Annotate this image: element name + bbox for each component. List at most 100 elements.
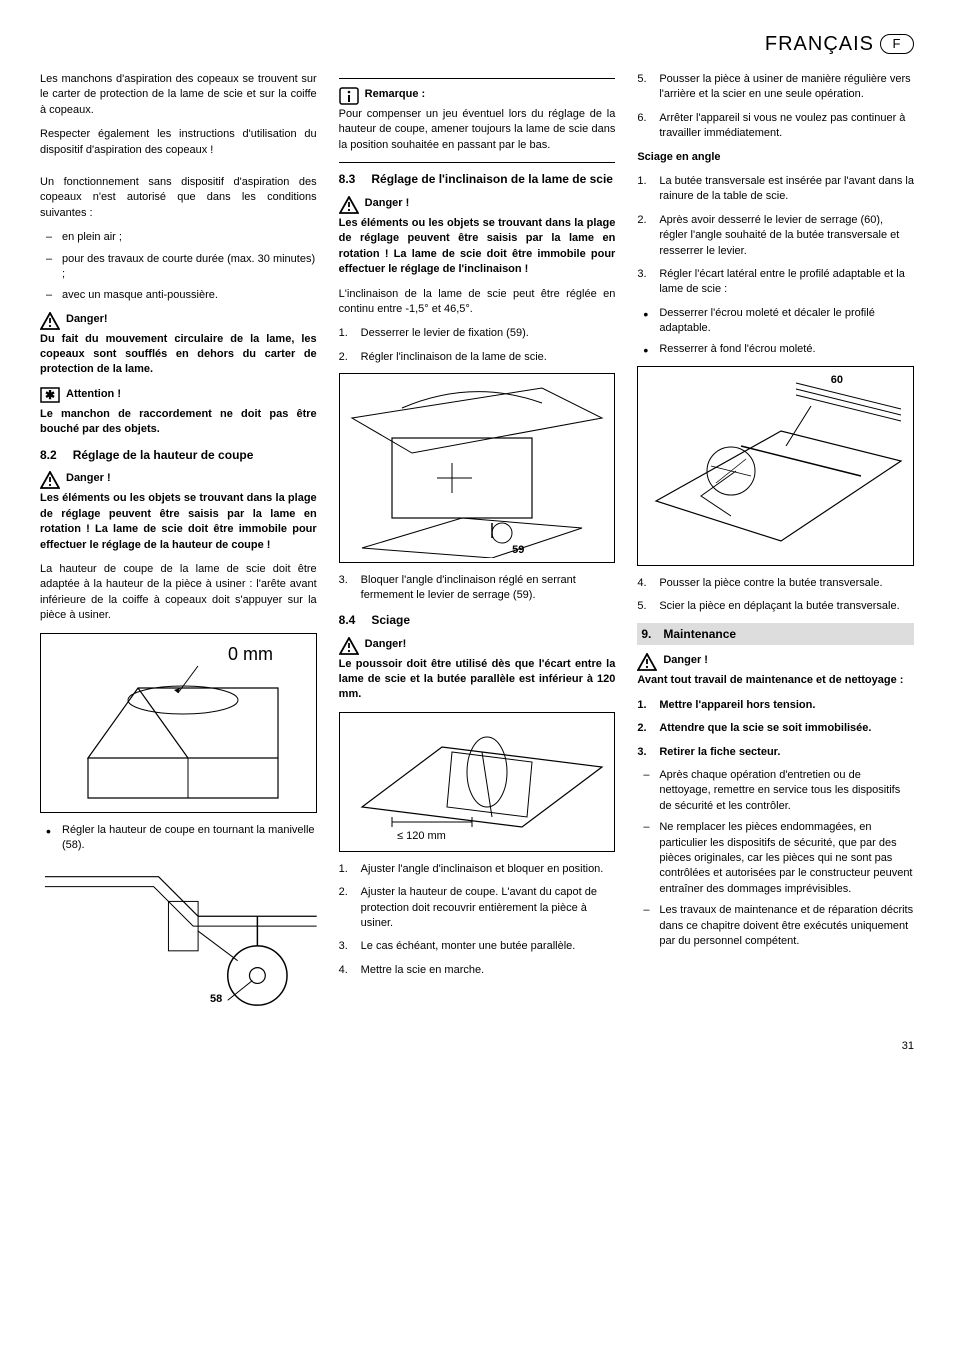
action-list: Régler la hauteur de coupe en tournant l… <box>40 823 317 854</box>
sub-list: Desserrer l'écrou moleté et décaler le p… <box>637 306 914 358</box>
step-list: Pousser la pièce à usiner de manière rég… <box>637 72 914 142</box>
attention-title: Attention ! <box>66 387 317 402</box>
remark-callout: Remarque : <box>339 87 616 105</box>
svg-text:✱: ✱ <box>45 388 55 402</box>
figure-label: 59 <box>512 543 524 558</box>
attention-icon: ✱ <box>40 387 60 405</box>
danger-callout: Danger ! <box>339 196 616 214</box>
list-item: en plein air ; <box>40 230 317 245</box>
figure-text: 0 mm <box>228 644 273 664</box>
warning-triangle-icon <box>40 471 60 489</box>
danger-title: Danger! <box>365 637 616 652</box>
list-item: Régler la hauteur de coupe en tournant l… <box>40 823 317 854</box>
section-number: 9. <box>641 626 651 643</box>
figure-0mm: 0 mm <box>40 633 317 813</box>
attention-callout: ✱ Attention ! <box>40 387 317 405</box>
list-item: Resserrer à fond l'écrou moleté. <box>637 342 914 357</box>
list-item: Attendre que la scie se soit immobilisée… <box>637 721 914 736</box>
paragraph: Un fonctionnement sans dispositif d'aspi… <box>40 175 317 221</box>
list-item: Ajuster la hauteur de coupe. L'avant du … <box>339 885 616 931</box>
figure-120mm: ≤ 120 mm <box>339 712 616 852</box>
warning-triangle-icon <box>637 653 657 671</box>
list-item: Pousser la pièce à usiner de manière rég… <box>637 72 914 103</box>
section-8-3: 8.3 Réglage de l'inclinaison de la lame … <box>339 171 616 188</box>
step-list: Ajuster l'angle d'inclinaison et bloquer… <box>339 862 616 978</box>
condition-list: en plein air ; pour des travaux de court… <box>40 230 317 304</box>
list-item: Après chaque opération d'entretien ou de… <box>637 768 914 814</box>
danger-body: Les éléments ou les objets se trouvant d… <box>40 491 317 553</box>
warning-triangle-icon <box>40 312 60 330</box>
column-1: Les manchons d'aspiration des copeaux se… <box>40 72 317 1021</box>
list-item: La butée transversale est insérée par l'… <box>637 174 914 205</box>
page-header: FRANÇAIS F <box>40 30 914 58</box>
list-item: Arrêter l'appareil si vous ne voulez pas… <box>637 111 914 142</box>
list-item: Mettre l'appareil hors tension. <box>637 698 914 713</box>
language-label: FRANÇAIS F <box>765 30 914 58</box>
remark-title: Remarque : <box>365 87 616 102</box>
list-item: Desserrer l'écrou moleté et décaler le p… <box>637 306 914 337</box>
list-item: Pousser la pièce contre la butée transve… <box>637 576 914 591</box>
maintenance-notes: Après chaque opération d'entretien ou de… <box>637 768 914 949</box>
svg-text:≤ 120 mm: ≤ 120 mm <box>397 830 446 842</box>
section-title: Maintenance <box>663 626 736 643</box>
language-text: FRANÇAIS <box>765 30 874 58</box>
column-2: Remarque : Pour compenser un jeu éventue… <box>339 72 616 1021</box>
danger-callout: Danger! <box>40 312 317 330</box>
subheading: Sciage en angle <box>637 150 914 165</box>
paragraph: La hauteur de coupe de la lame de scie d… <box>40 562 317 624</box>
danger-title: Danger ! <box>66 471 317 486</box>
danger-title: Danger! <box>66 312 317 327</box>
list-item: Les travaux de maintenance et de réparat… <box>637 903 914 949</box>
list-item: pour des travaux de courte durée (max. 3… <box>40 252 317 283</box>
paragraph: Les manchons d'aspiration des copeaux se… <box>40 72 317 118</box>
page-number: 31 <box>40 1039 914 1054</box>
section-8-4: 8.4 Sciage <box>339 612 616 629</box>
step-list: Desserrer le levier de fixation (59). Ré… <box>339 326 616 365</box>
danger-callout: Danger! <box>339 637 616 655</box>
section-number: 8.3 <box>339 171 356 188</box>
list-item: Après avoir desserré le levier de serrag… <box>637 213 914 259</box>
warning-triangle-icon <box>339 637 359 655</box>
paragraph: Respecter également les instructions d'u… <box>40 127 317 158</box>
list-item: Régler l'écart latéral entre le profilé … <box>637 267 914 298</box>
danger-body: Du fait du mouvement circulaire de la la… <box>40 332 317 378</box>
section-8-2: 8.2 Réglage de la hauteur de coupe <box>40 447 317 464</box>
remark-body: Pour compenser un jeu éventuel lors du r… <box>339 107 616 153</box>
list-item: Mettre la scie en marche. <box>339 963 616 978</box>
list-item: avec un masque anti-poussière. <box>40 288 317 303</box>
danger-callout: Danger ! <box>637 653 914 671</box>
figure-59: 59 <box>339 373 616 563</box>
section-number: 8.2 <box>40 447 57 464</box>
list-item: Ajuster l'angle d'inclinaison et bloquer… <box>339 862 616 877</box>
column-3: Pousser la pièce à usiner de manière rég… <box>637 72 914 1021</box>
figure-label: 58 <box>210 992 222 1007</box>
step-list: La butée transversale est insérée par l'… <box>637 174 914 298</box>
list-item: Bloquer l'angle d'inclinaison réglé en s… <box>339 573 616 604</box>
language-badge: F <box>880 34 914 54</box>
section-title: Réglage de la hauteur de coupe <box>73 447 254 464</box>
attention-body: Le manchon de raccordement ne doit pas ê… <box>40 407 317 438</box>
list-item: Régler l'inclinaison de la lame de scie. <box>339 350 616 365</box>
section-title: Réglage de l'inclinaison de la lame de s… <box>371 171 613 188</box>
list-item: Desserrer le levier de fixation (59). <box>339 326 616 341</box>
step-list: Pousser la pièce contre la butée transve… <box>637 576 914 615</box>
section-title: Sciage <box>371 612 410 629</box>
content-columns: Les manchons d'aspiration des copeaux se… <box>40 72 914 1021</box>
step-list: Bloquer l'angle d'inclinaison réglé en s… <box>339 573 616 604</box>
list-item: Retirer la fiche secteur. <box>637 745 914 760</box>
danger-title: Danger ! <box>365 196 616 211</box>
step-list-bold: Mettre l'appareil hors tension. Attendre… <box>637 698 914 760</box>
info-icon <box>339 87 359 105</box>
figure-58: 58 <box>40 861 317 1011</box>
danger-body: Le poussoir doit être utilisé dès que l'… <box>339 657 616 703</box>
figure-60: 60 <box>637 366 914 566</box>
section-9: 9. Maintenance <box>637 623 914 646</box>
danger-body: Avant tout travail de maintenance et de … <box>637 673 914 688</box>
danger-body: Les éléments ou les objets se trouvant d… <box>339 216 616 278</box>
warning-triangle-icon <box>339 196 359 214</box>
paragraph: L'inclinaison de la lame de scie peut êt… <box>339 287 616 318</box>
figure-label: 60 <box>831 373 843 388</box>
list-item: Scier la pièce en déplaçant la butée tra… <box>637 599 914 614</box>
danger-callout: Danger ! <box>40 471 317 489</box>
danger-title: Danger ! <box>663 653 914 668</box>
